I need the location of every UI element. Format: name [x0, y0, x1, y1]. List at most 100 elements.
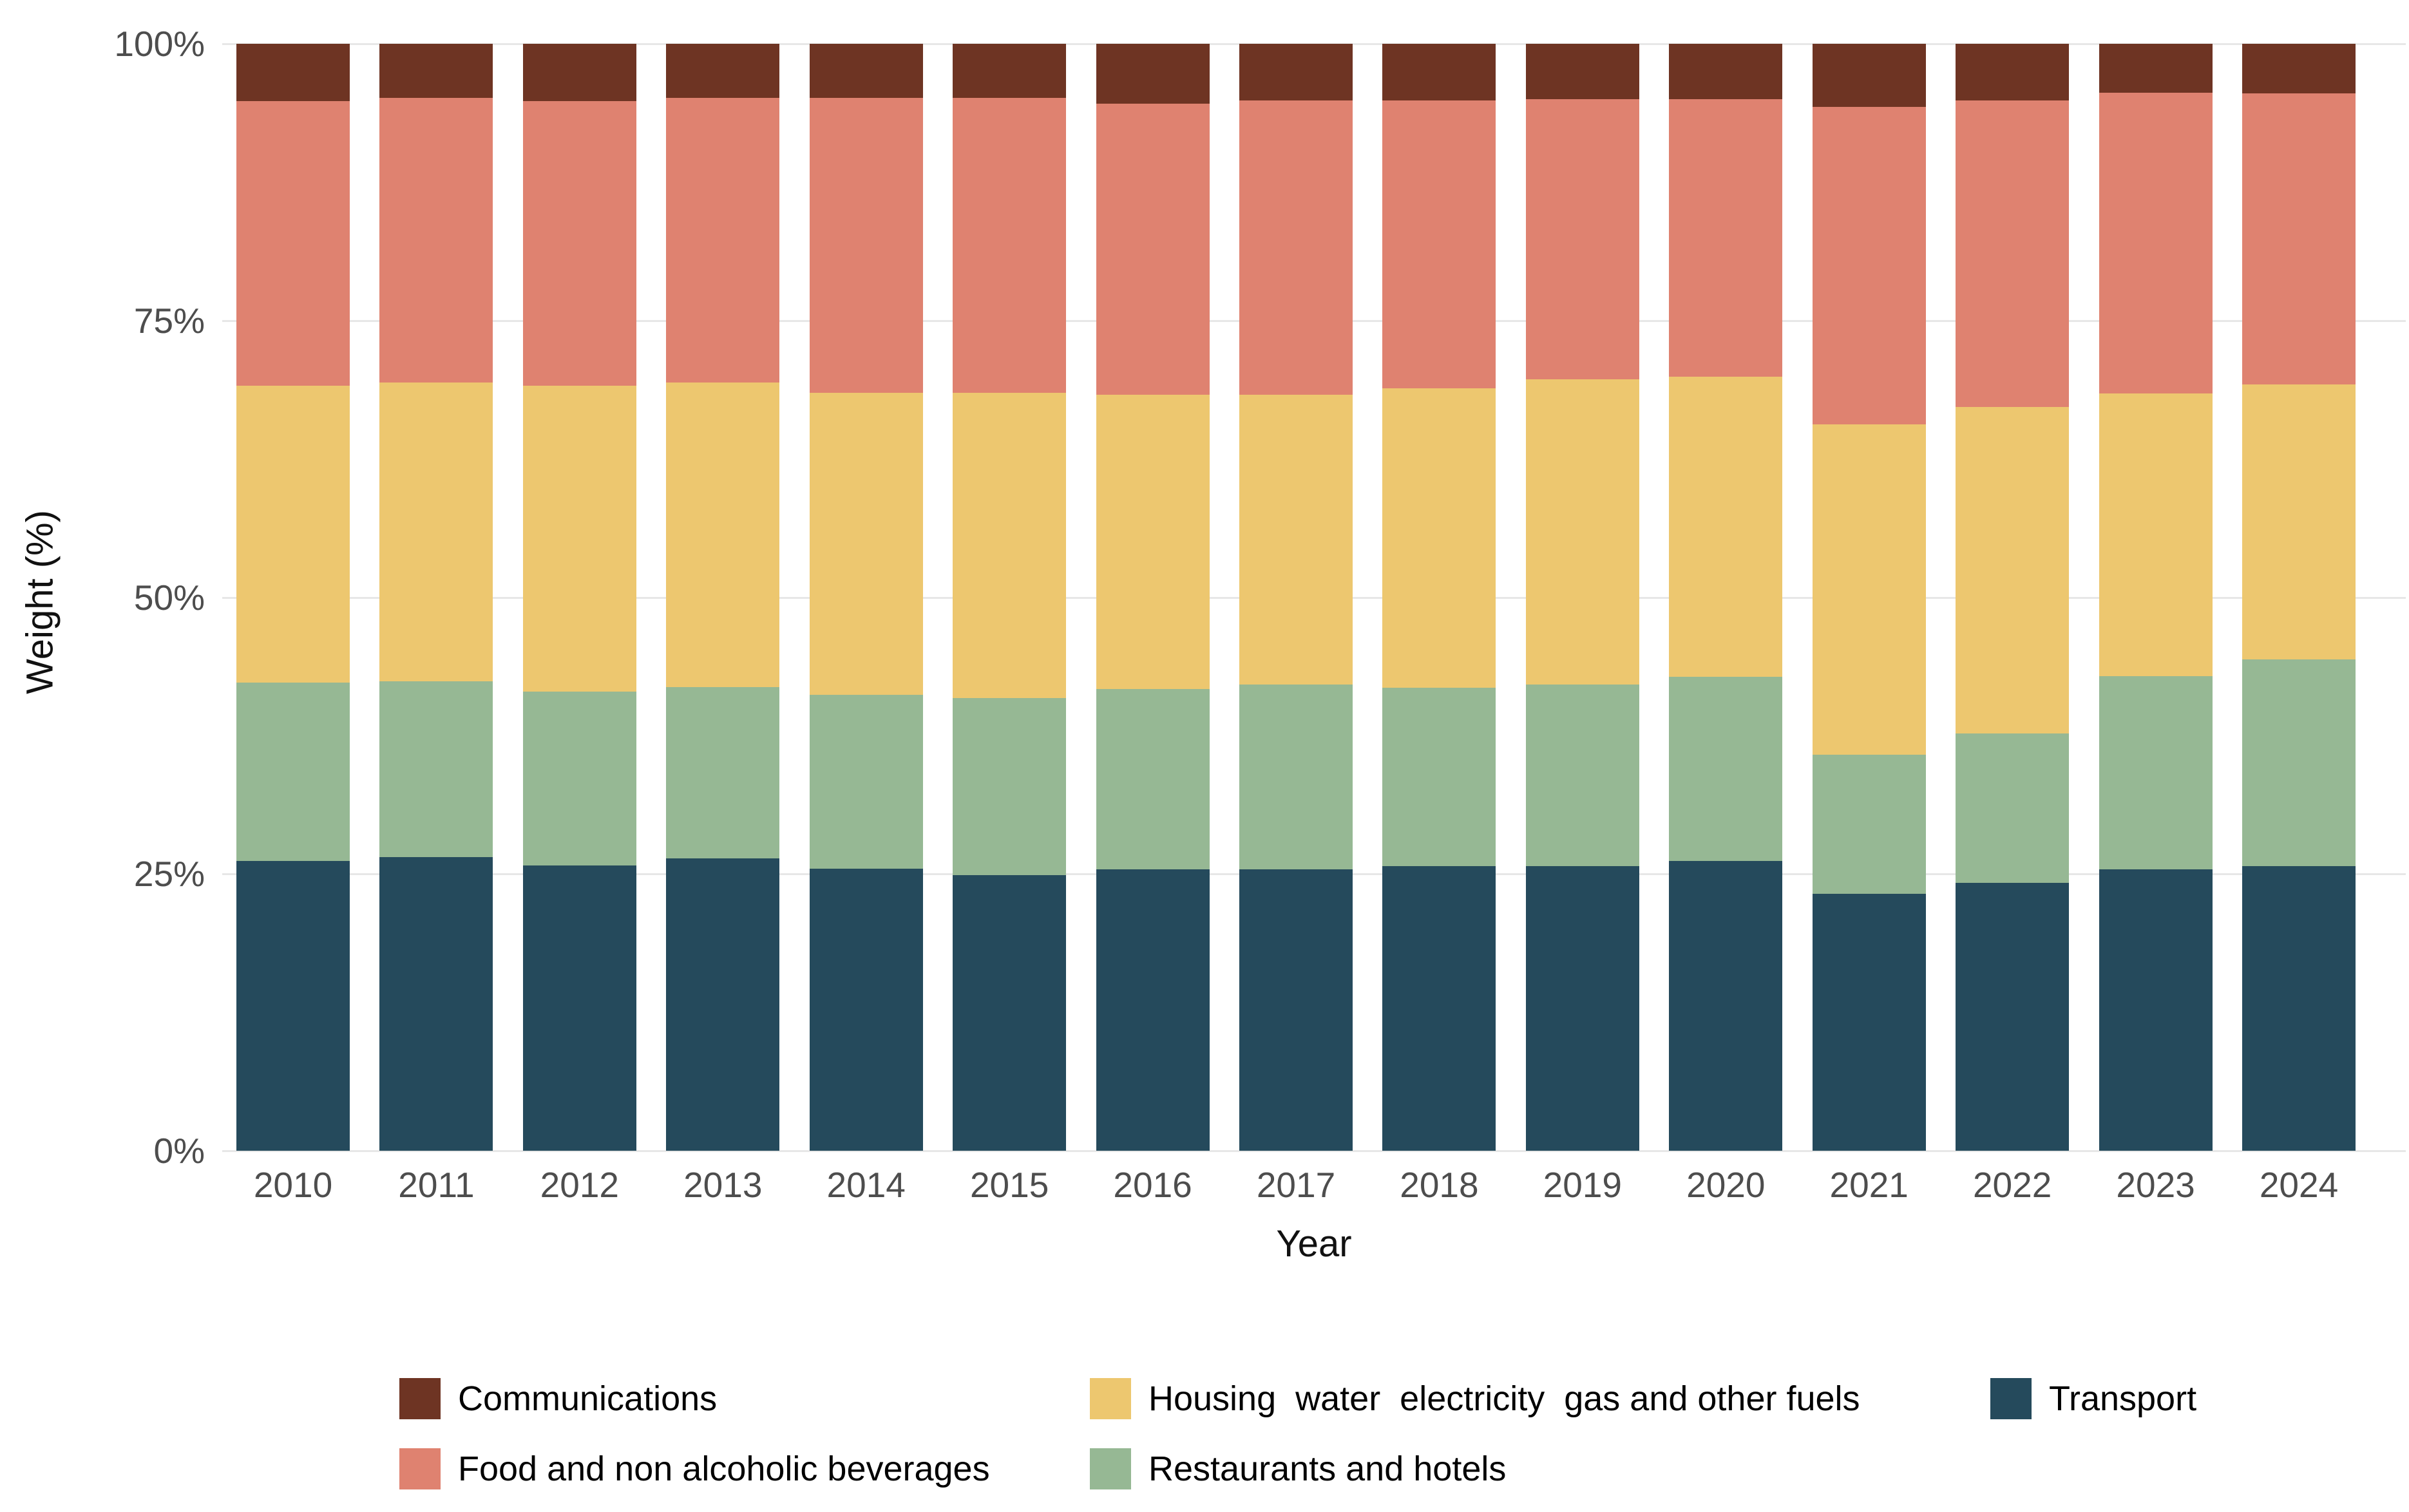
- x-tick-2010: 2010: [253, 1165, 333, 1205]
- segment-food-2022: [1956, 100, 2070, 407]
- segment-communications-2014: [809, 44, 923, 99]
- segment-food-2016: [1096, 103, 1210, 395]
- segment-restaurants-2019: [1525, 685, 1639, 867]
- segment-housing-2022: [1956, 406, 2070, 733]
- x-tick-2021: 2021: [1829, 1165, 1909, 1205]
- segment-housing-2014: [809, 392, 923, 695]
- bar-2014: [809, 44, 923, 1151]
- segment-food-2017: [1239, 100, 1353, 395]
- y-tick-75%: 75%: [133, 300, 205, 341]
- x-tick-2015: 2015: [969, 1165, 1049, 1205]
- x-tick-2024: 2024: [2259, 1165, 2339, 1205]
- legend-swatch-housing: [1090, 1378, 1131, 1419]
- legend-swatch-communications: [399, 1378, 441, 1419]
- x-axis-title: Year: [1276, 1223, 1352, 1265]
- segment-housing-2011: [379, 383, 493, 682]
- segment-housing-2021: [1812, 424, 1926, 755]
- segment-restaurants-2016: [1096, 689, 1210, 870]
- segment-transport-2010: [236, 860, 350, 1151]
- bar-2017: [1239, 44, 1353, 1151]
- segment-transport-2013: [666, 858, 780, 1151]
- segment-food-2021: [1812, 107, 1926, 425]
- segment-housing-2017: [1239, 394, 1353, 685]
- segment-restaurants-2017: [1239, 685, 1353, 870]
- x-tick-2012: 2012: [540, 1165, 620, 1205]
- segment-food-2020: [1669, 99, 1783, 377]
- segment-housing-2024: [2242, 384, 2356, 659]
- legend: Communications Housing water electricity …: [399, 1378, 2196, 1489]
- gridline-0%: [222, 1150, 2406, 1152]
- segment-communications-2016: [1096, 44, 1210, 104]
- segment-communications-2011: [379, 44, 493, 99]
- segment-food-2012: [522, 101, 636, 386]
- segment-communications-2012: [522, 44, 636, 102]
- x-tick-2011: 2011: [398, 1165, 475, 1205]
- segment-communications-2010: [236, 44, 350, 102]
- bar-2020: [1669, 44, 1783, 1151]
- segment-housing-2023: [2099, 393, 2213, 676]
- segment-transport-2021: [1812, 894, 1926, 1151]
- segment-restaurants-2021: [1812, 754, 1926, 894]
- segment-restaurants-2022: [1956, 733, 2070, 884]
- x-tick-2022: 2022: [1972, 1165, 2052, 1205]
- segment-communications-2023: [2099, 44, 2213, 93]
- segment-food-2019: [1525, 99, 1639, 379]
- segment-transport-2018: [1382, 866, 1496, 1151]
- segment-communications-2017: [1239, 44, 1353, 100]
- segment-restaurants-2015: [953, 697, 1067, 875]
- segment-communications-2024: [2242, 44, 2356, 94]
- segment-communications-2019: [1525, 44, 1639, 99]
- x-tick-2023: 2023: [2116, 1165, 2195, 1205]
- segment-communications-2021: [1812, 44, 1926, 107]
- x-tick-2020: 2020: [1686, 1165, 1766, 1205]
- y-tick-100%: 100%: [114, 24, 205, 64]
- legend-label-housing: Housing water electricity gas and other …: [1148, 1379, 1860, 1418]
- segment-transport-2011: [379, 857, 493, 1151]
- segment-transport-2017: [1239, 869, 1353, 1151]
- segment-food-2018: [1382, 100, 1496, 388]
- segment-communications-2022: [1956, 44, 2070, 100]
- segment-food-2024: [2242, 93, 2356, 385]
- bar-2024: [2242, 44, 2356, 1151]
- segment-transport-2020: [1669, 860, 1783, 1151]
- segment-housing-2012: [522, 386, 636, 692]
- legend-item-transport: Transport: [1990, 1378, 2196, 1419]
- segment-restaurants-2018: [1382, 688, 1496, 867]
- segment-restaurants-2013: [666, 686, 780, 859]
- segment-restaurants-2024: [2242, 659, 2356, 867]
- bar-2022: [1956, 44, 2070, 1151]
- y-tick-0%: 0%: [153, 1131, 205, 1171]
- segment-transport-2015: [953, 874, 1067, 1151]
- legend-swatch-restaurants: [1090, 1448, 1131, 1489]
- segment-housing-2013: [666, 383, 780, 687]
- segment-housing-2016: [1096, 394, 1210, 690]
- segment-restaurants-2014: [809, 694, 923, 869]
- segment-food-2013: [666, 98, 780, 383]
- bar-2010: [236, 44, 350, 1151]
- legend-item-food: Food and non alcoholic beverages: [399, 1448, 1090, 1489]
- y-tick-25%: 25%: [133, 854, 205, 894]
- bar-2012: [522, 44, 636, 1151]
- segment-food-2015: [953, 98, 1067, 393]
- segment-food-2014: [809, 98, 923, 393]
- segment-food-2011: [379, 98, 493, 383]
- segment-housing-2015: [953, 392, 1067, 698]
- segment-housing-2019: [1525, 379, 1639, 685]
- bar-2019: [1525, 44, 1639, 1151]
- segment-transport-2024: [2242, 866, 2356, 1151]
- legend-label-food: Food and non alcoholic beverages: [458, 1450, 990, 1488]
- legend-label-communications: Communications: [458, 1379, 718, 1418]
- segment-communications-2013: [666, 44, 780, 99]
- segment-restaurants-2020: [1669, 677, 1783, 861]
- legend-label-restaurants: Restaurants and hotels: [1148, 1450, 1507, 1488]
- segment-food-2010: [236, 101, 350, 386]
- legend-swatch-food: [399, 1448, 441, 1489]
- x-tick-2013: 2013: [683, 1165, 763, 1205]
- y-tick-50%: 50%: [133, 577, 205, 618]
- bar-2023: [2099, 44, 2213, 1151]
- segment-transport-2012: [522, 865, 636, 1151]
- segment-housing-2018: [1382, 388, 1496, 688]
- segment-communications-2015: [953, 44, 1067, 99]
- segment-transport-2022: [1956, 883, 2070, 1151]
